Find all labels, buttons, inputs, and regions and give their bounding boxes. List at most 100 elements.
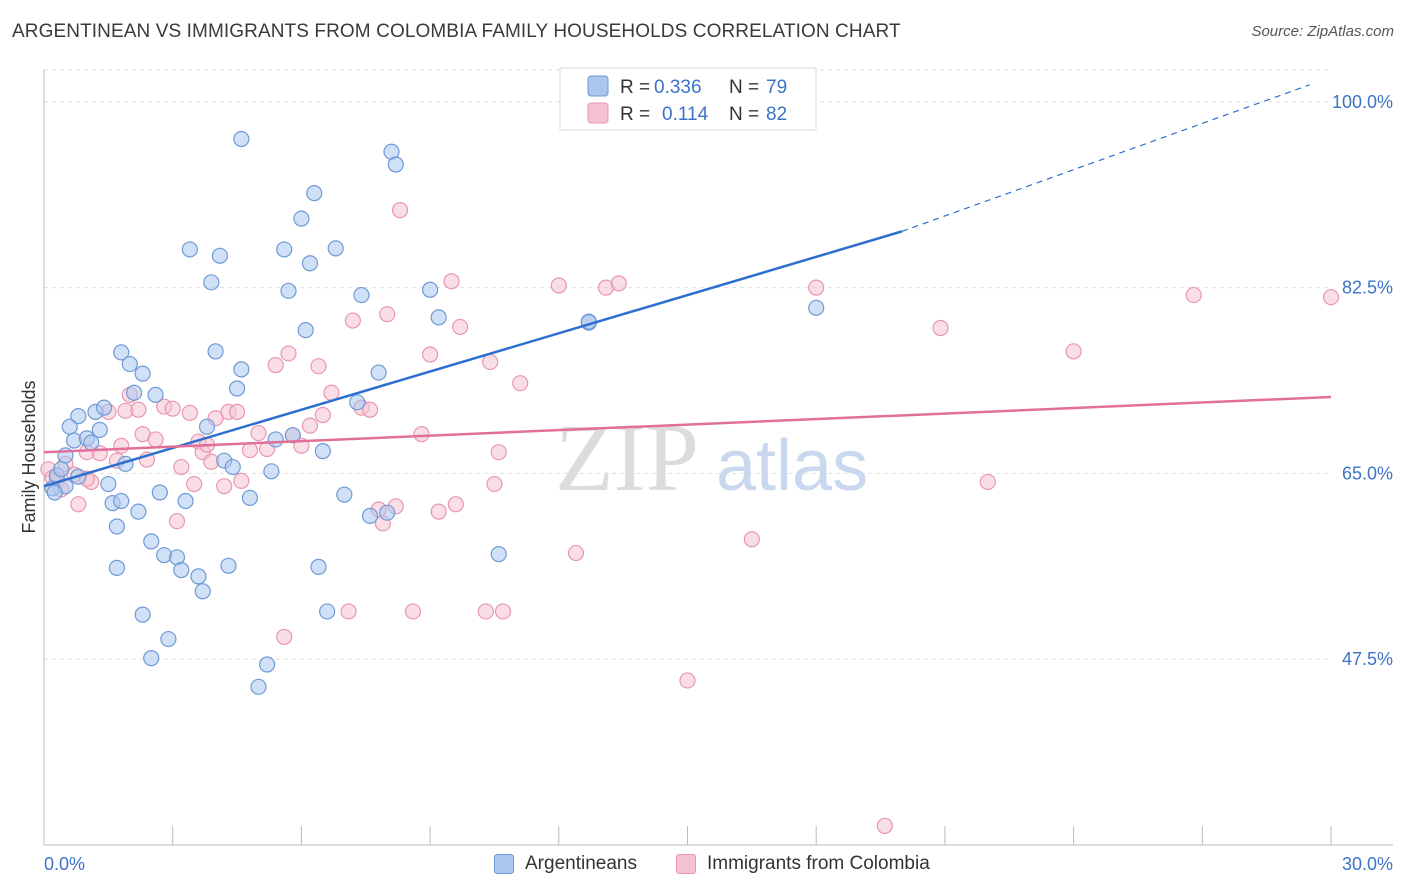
argentineans-point-64 [336,486,353,503]
argentineans-point-49 [250,678,267,695]
colombia-point-63 [490,444,507,461]
argentineans-point-67 [361,507,379,524]
argentineans-point-43 [220,557,237,574]
colombia-point-30 [228,403,246,420]
argentineans-point-63 [327,240,344,257]
legend-label-argentineans: Argentineans [525,853,637,874]
y-tick-label-1: 65.0% [1342,463,1393,483]
y-tick-label-0: 47.5% [1342,649,1393,669]
argentineans-point-62 [319,603,336,620]
watermark: ZIP atlas [555,404,868,511]
x-tick-label-0: 0.0% [44,854,85,874]
colombia-point-56 [430,503,447,520]
colombia-point-52 [391,202,409,219]
colombia-point-35 [267,357,284,374]
argentineans-point-50 [258,656,276,673]
colombia-trend-line [43,395,1332,454]
argentineans-point-40 [207,343,224,360]
axes [43,70,1393,846]
argentineans-point-31 [160,630,177,648]
argentineans-point-19 [113,344,130,361]
colombia-point-45 [344,312,361,329]
y-tick-label-2: 82.5% [1342,278,1393,298]
legend-r-value-0: 0.336 [654,77,702,98]
colombia-point-40 [301,417,319,434]
colombia-point-67 [567,544,585,562]
argentineans-point-26 [143,650,160,667]
colombia-point-18 [164,400,181,417]
argentineans-point-10 [83,434,100,451]
colombia-point-65 [512,375,529,392]
colombia-point-19 [168,513,186,530]
argentineans-point-48 [241,489,259,506]
argentineans-point-44 [224,458,241,476]
colombia-point-62 [486,475,503,493]
argentineans-point-23 [130,503,147,520]
argentineans-point-65 [349,394,366,411]
legend-swatch-pink [587,102,609,124]
argentineans-point-47 [233,130,250,148]
argentineans-point-78 [46,484,63,501]
argentineans-point-60 [310,558,327,575]
colombia-point-36 [276,628,293,646]
colombia-point-69 [610,275,627,292]
legend-swatch-argentineans [494,854,514,874]
argentineans-point-73 [430,309,447,326]
colombia-point-59 [452,318,469,336]
colombia-point-4 [70,496,87,513]
chart-title: ARGENTINEAN VS IMMIGRANTS FROM COLOMBIA … [12,21,901,42]
argentineans-point-12 [91,421,108,438]
legend-n-label-0: N = [729,77,759,98]
argentineans-point-52 [267,431,284,448]
argentineans-point-71 [387,156,404,173]
colombia-point-73 [876,817,893,834]
argentineans-point-69 [379,504,396,521]
colombia-point-22 [186,475,203,493]
colombia-point-50 [379,306,396,323]
colombia-point-72 [808,279,825,296]
argentineans-point-16 [108,518,126,535]
y-tick-labels: 47.5% 65.0% 82.5% 100.0% [1332,92,1393,669]
argentineans-point-56 [293,210,310,227]
argentineans-point-72 [422,281,439,298]
legend-swatch-blue [587,75,609,97]
colombia-point-58 [447,496,464,513]
colombia-point-44 [340,603,357,620]
argentineans-trend-line [43,230,903,488]
argentineans-point-17 [108,559,126,577]
legend-label-colombia: Immigrants from Colombia [707,853,930,874]
legend-item-argentineans: Argentineans [494,853,637,875]
colombia-point-41 [310,358,327,375]
argentineans-point-21 [121,355,138,373]
colombia-point-70 [679,672,696,689]
argentineans-trend-extension [901,84,1310,232]
trend-lines [43,84,1332,488]
argentineans-point-39 [203,274,220,291]
argentineans-point-77 [808,299,825,316]
argentineans-point-34 [177,492,194,510]
argentineans-point-33 [173,561,190,579]
legend-r-label-0: R = [620,77,650,98]
colombia-point-57 [443,273,460,290]
argentineans-point-53 [276,241,293,258]
legend-swatch-colombia [676,854,696,874]
argentineans-point-58 [301,255,319,272]
colombia-point-66 [550,277,567,294]
argentineans-point-45 [228,380,246,397]
argentineans-point-68 [370,364,387,381]
colombia-point-61 [482,353,499,371]
legend-n-value-0: 79 [766,77,787,98]
argentineans-point-28 [147,386,164,403]
argentineans-point-74 [490,546,507,563]
argentineans-point-35 [181,241,198,258]
y-tick-label-3: 100.0% [1332,92,1393,112]
argentineans-point-22 [125,384,143,401]
argentineans-point-14 [100,475,117,493]
colombia-point-37 [280,345,297,362]
argentineans-point-8 [70,407,87,425]
colombia-point-21 [181,404,198,422]
colombia-point-42 [314,406,331,424]
colombia-point-10 [113,437,130,454]
argentineans-point-66 [353,286,370,304]
